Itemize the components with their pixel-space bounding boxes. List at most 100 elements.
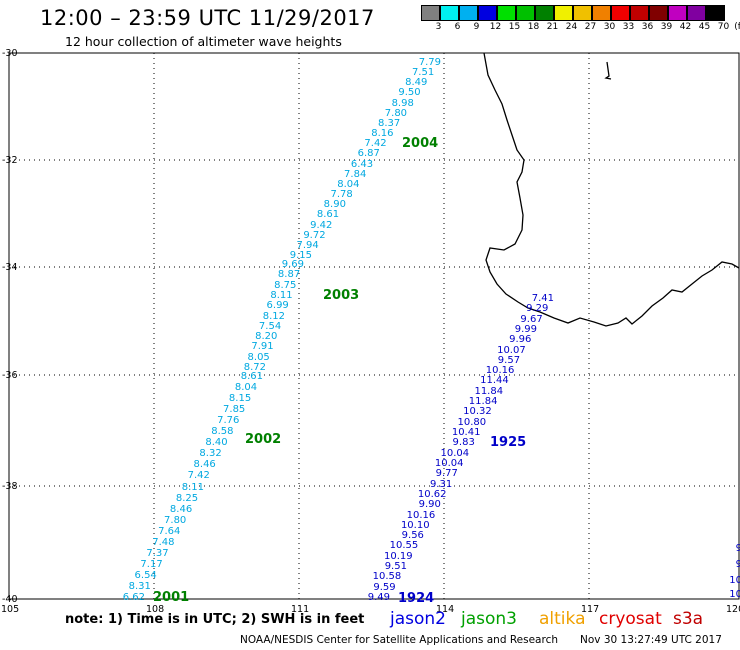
latitude-label: -38 <box>2 481 18 492</box>
wave-height-value: 7.54 <box>258 320 282 332</box>
wave-height-value: 7.48 <box>152 536 175 548</box>
wave-height-value: 9.56 <box>401 530 424 542</box>
wave-height-value: 8.11 <box>181 481 204 493</box>
wave-height-value: 7.42 <box>187 470 210 482</box>
color-scale-label: 9 <box>473 22 480 32</box>
latitude-label: -30 <box>2 48 18 59</box>
wave-height-value: 8.61 <box>316 209 340 221</box>
color-scale-label: 18 <box>527 22 540 32</box>
wave-height-value: 9.99 <box>514 323 538 335</box>
longitude-label: 114 <box>436 604 455 615</box>
legend-s3a: s3a <box>673 609 704 629</box>
wave-height-value: 8.72 <box>243 362 266 373</box>
wave-height-value: 10.19 <box>383 550 413 562</box>
wave-height-value: 10.10 <box>400 519 430 531</box>
wave-height-value: 10.16 <box>406 509 436 521</box>
wave-height-value: 7.94 <box>296 239 319 251</box>
wave-height-value: 11.84 <box>468 396 498 408</box>
map-subtitle: 12 hour collection of altimeter wave hei… <box>65 34 342 49</box>
color-scale-label: 30 <box>603 22 616 32</box>
wave-height-value: 6.43 <box>350 158 374 170</box>
color-scale-label: 27 <box>584 22 597 32</box>
wave-height-value: 7.17 <box>140 558 163 570</box>
color-scale-label: 21 <box>546 22 559 32</box>
color-scale-swatch <box>592 5 611 21</box>
color-scale-label: 6 <box>454 22 461 32</box>
wave-height-value: 10.80 <box>457 416 487 428</box>
wave-height-value: 10.04 <box>434 457 464 469</box>
wave-height-value: 9.49 <box>367 592 390 603</box>
wave-height-value: 8.12 <box>262 310 285 322</box>
color-scale-swatch <box>611 5 630 21</box>
color-scale-swatch <box>535 5 554 21</box>
wave-height-value: 10.41 <box>451 427 481 439</box>
wave-height-value: 9.83 <box>452 437 475 449</box>
wave-height-value: 8.40 <box>205 437 228 449</box>
pass-label: 1925 <box>490 435 527 450</box>
longitude-label: 120 <box>726 604 740 615</box>
wave-height-value: 9.96 <box>509 334 532 346</box>
wave-height-value: 8.16 <box>371 128 394 140</box>
wave-height-value: 7.80 <box>164 514 187 526</box>
color-scale-label: 24 <box>565 22 578 32</box>
color-scale-label: 42 <box>679 22 692 32</box>
wave-height-value: 6.54 <box>134 569 157 581</box>
pass-label: 2003 <box>323 288 360 303</box>
wave-height-value: 9.69 <box>281 259 304 270</box>
color-scale-label: 45 <box>698 22 711 32</box>
wave-height-value: 7.91 <box>251 341 274 353</box>
wave-height-value: 6.87 <box>357 148 380 160</box>
wave-height-value: 7.85 <box>223 404 246 416</box>
wave-height-value: 11.44 <box>480 375 509 387</box>
wave-height-value: 9.67 <box>520 313 543 325</box>
wave-height-value: 10.58 <box>372 571 402 583</box>
color-scale-label: 12 <box>489 22 502 32</box>
pass-label: 2002 <box>245 432 282 447</box>
footnote: note: 1) Time is in UTC; 2) SWH is in fe… <box>65 612 365 627</box>
pass-label: 2001 <box>153 590 190 605</box>
color-scale-swatch <box>649 5 668 21</box>
wave-height-value: 8.04 <box>234 382 258 394</box>
wave-height-value: 8.75 <box>274 279 297 291</box>
wave-height-value: 8.46 <box>169 503 193 515</box>
wave-height-value: 6.99 <box>266 300 289 312</box>
wave-height-value-edge: 9 <box>735 543 740 554</box>
pass-label: 1924 <box>398 591 435 606</box>
wave-height-value: 8.49 <box>405 77 428 89</box>
lat-lon-grid <box>9 53 739 599</box>
color-scale-swatch <box>554 5 573 21</box>
wave-height-value: 10.55 <box>389 540 419 552</box>
wave-height-value: 10.07 <box>497 344 526 356</box>
wave-height-value: 9.77 <box>435 468 458 480</box>
color-scale-swatch <box>421 5 440 21</box>
wave-height-value: 7.79 <box>418 57 441 68</box>
wave-height-value: 9.59 <box>373 581 396 593</box>
wave-height-value: 7.51 <box>411 67 435 79</box>
wave-height-value: 7.42 <box>364 138 387 150</box>
color-scale-swatch <box>440 5 459 21</box>
wave-height-value: 8.61 <box>240 371 263 382</box>
pass-label: 2004 <box>402 136 439 151</box>
color-scale-swatch <box>630 5 649 21</box>
latitude-label: -32 <box>2 155 18 166</box>
wave-height-value: 9.72 <box>303 229 326 241</box>
color-scale-label: 3 <box>435 22 442 32</box>
wave-height-value: 8.15 <box>228 393 252 405</box>
wave-height-value: 7.64 <box>158 525 181 537</box>
wave-height-value: 8.32 <box>199 448 222 460</box>
wave-height-value: 8.90 <box>323 199 346 211</box>
wave-height-value: 8.31 <box>128 580 151 592</box>
wave-height-value: 10.16 <box>485 365 515 377</box>
map-frame <box>8 52 740 600</box>
map-title: 12:00 – 23:59 UTC 11/29/2017 <box>40 6 375 30</box>
wave-height-value: 7.37 <box>146 547 169 559</box>
wave-height-value: 8.11 <box>270 289 293 301</box>
wave-height-value: 8.04 <box>337 178 360 190</box>
wave-height-value: 6.62 <box>122 592 145 603</box>
wave-height-value: 9.29 <box>526 303 549 315</box>
color-scale-label: 33 <box>622 22 635 32</box>
latitude-label: -34 <box>2 262 18 273</box>
legend-altika: altika <box>539 609 586 629</box>
wave-height-value: 7.84 <box>344 168 367 180</box>
